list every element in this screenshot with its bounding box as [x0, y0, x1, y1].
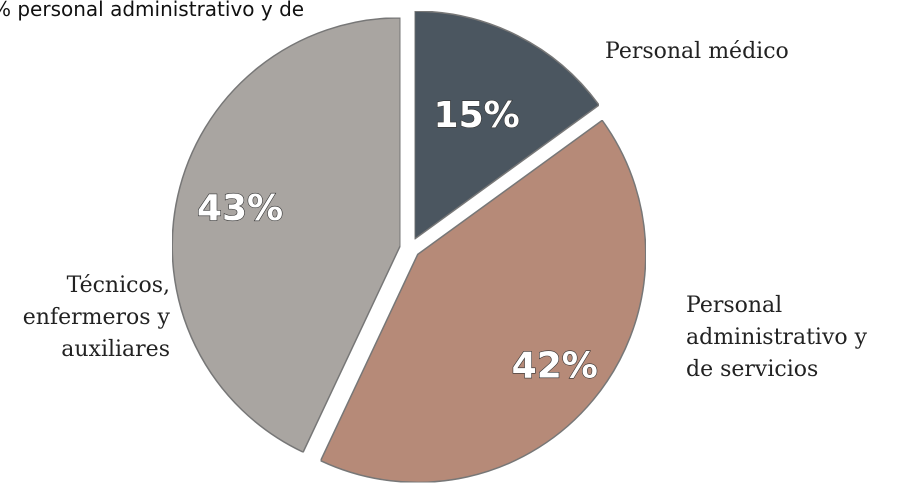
pie-slice — [413, 10, 601, 241]
value-label: 42% — [512, 346, 598, 387]
annotation: % personal administrativo y de — [0, 0, 304, 21]
pie-slice — [319, 119, 647, 484]
category-label: Personal médico — [605, 39, 789, 64]
value-label: 43% — [197, 188, 283, 229]
pie-slice — [171, 17, 401, 454]
category-label: Técnicos, enfermeros y auxiliares — [22, 273, 170, 362]
value-label: 15% — [434, 95, 520, 136]
category-label: Personal administrativo y de servicios — [686, 293, 868, 382]
